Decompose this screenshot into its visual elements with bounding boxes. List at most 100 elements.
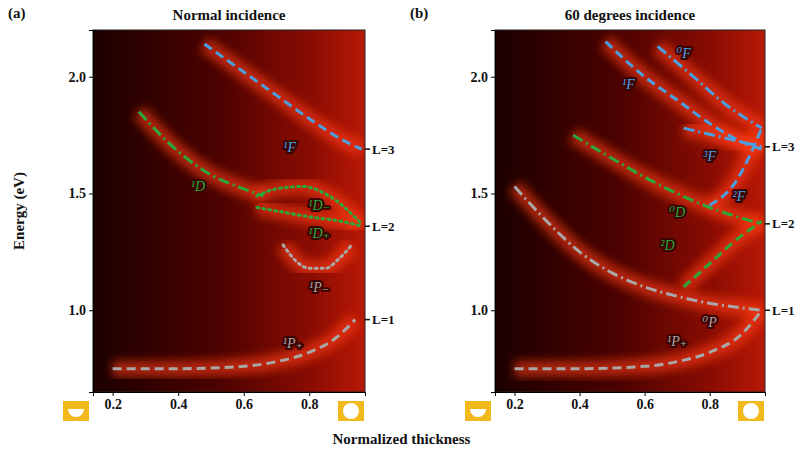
x-axis-title: Normalized thickness — [333, 431, 471, 447]
glow — [515, 310, 762, 368]
curve-label: ¹F — [622, 77, 635, 92]
tick-mark — [645, 392, 646, 396]
level-tick — [765, 146, 770, 148]
curve — [710, 128, 762, 205]
icon-shape — [68, 409, 84, 417]
icon-bg — [465, 401, 491, 421]
tick: 0.6 — [636, 392, 654, 412]
tick-label: 1.5 — [69, 186, 87, 201]
icon-shape — [343, 403, 359, 419]
tick-mark — [89, 193, 93, 194]
glow — [515, 186, 762, 310]
panel: 0.2 0.4 0.6 0.8 1.0 1.5 2.0 L=1 L=2 L=3 ⁰F ¹F ³F ²F ⁰D… — [410, 5, 795, 421]
level-label: L=3 — [772, 139, 795, 154]
curve-label: ¹D₊ — [308, 226, 330, 241]
tick: 0.2 — [104, 392, 122, 412]
curve-label: ¹D — [191, 179, 205, 194]
curve — [113, 320, 356, 369]
curve-label: ¹P₋ — [309, 280, 329, 295]
level-tick — [365, 225, 370, 227]
tick: 0.6 — [235, 392, 253, 412]
tick-label: 1.0 — [471, 303, 489, 318]
curve-label: ⁰D — [668, 205, 685, 220]
curve — [573, 135, 762, 224]
axis-line — [94, 393, 366, 397]
curve-label: ¹F — [283, 140, 296, 155]
tick: 0.8 — [301, 392, 319, 412]
frame — [93, 30, 365, 392]
icon-shape — [470, 409, 486, 417]
tick-label: 0.2 — [506, 397, 524, 412]
tick: 0.4 — [571, 392, 589, 412]
y-axis: 1.0 1.5 2.0 — [69, 31, 94, 393]
tick-label: 0.4 — [571, 397, 589, 412]
curve-label: ⁰P — [702, 315, 718, 330]
curve — [684, 222, 762, 287]
tick-label: 0.8 — [701, 397, 719, 412]
tick: 1.5 — [471, 186, 496, 201]
x-axis: 0.2 0.4 0.6 0.8 — [496, 392, 766, 412]
tick-mark — [491, 193, 495, 194]
tick: 1.0 — [69, 303, 94, 318]
tick: 1.0 — [471, 303, 496, 318]
tick-mark — [491, 77, 495, 78]
tick: 2.0 — [69, 70, 94, 85]
tick: 0.4 — [170, 392, 188, 412]
curve-label: ¹P₊ — [667, 334, 687, 349]
tick-mark — [178, 392, 179, 396]
glow — [606, 42, 762, 149]
tick-label: 2.0 — [69, 70, 87, 85]
y-axis-title: Energy (eV) — [11, 172, 28, 250]
tick-label: 0.6 — [235, 397, 253, 412]
level-label: L=1 — [372, 312, 395, 327]
tick-label: 0.2 — [104, 397, 122, 412]
curve — [658, 46, 762, 128]
tick-label: 0.6 — [636, 397, 654, 412]
panel-title: Normal incidence — [173, 7, 286, 23]
curve — [515, 186, 762, 310]
tick-mark — [710, 392, 711, 396]
curve — [515, 310, 762, 368]
level-label: L=2 — [772, 216, 795, 231]
shell-icon — [63, 401, 89, 421]
axis-line — [89, 31, 94, 393]
tick-mark — [244, 392, 245, 396]
glow — [113, 320, 356, 369]
sphere-icon — [338, 401, 364, 421]
glow — [283, 245, 352, 268]
level-tick — [765, 310, 770, 312]
tick: 0.2 — [506, 392, 524, 412]
tick-mark — [515, 392, 516, 396]
glow — [684, 222, 762, 287]
icon-bg — [63, 401, 89, 421]
curve — [283, 245, 352, 268]
tick-mark — [491, 310, 495, 311]
curve-label: ²F — [733, 189, 746, 204]
curve-label: ⁰F — [676, 46, 692, 61]
icon-bg — [338, 401, 364, 421]
tick: 2.0 — [471, 70, 496, 85]
tick: 1.5 — [69, 186, 94, 201]
tick-label: 1.0 — [69, 303, 87, 318]
tick-mark — [89, 77, 93, 78]
curve — [606, 42, 762, 149]
sphere-icon — [738, 401, 764, 421]
level-label: L=1 — [772, 303, 795, 318]
tick-mark — [89, 310, 93, 311]
panel: 0.20.40.60.81.01.52.0L=1L=2L=3¹F¹D¹D₋¹D₊… — [8, 5, 395, 421]
curve-label: ³F — [703, 149, 716, 164]
tick-label: 0.8 — [301, 397, 319, 412]
tick-mark — [580, 392, 581, 396]
plot-area — [93, 30, 365, 392]
figure: 0.2 0.4 0.6 0.8 1.0 1.5 2.0 L=1 L=2 L=3 ¹F ¹D ¹D₋ ¹D₊… — [0, 0, 803, 455]
level-label: L=3 — [372, 142, 395, 157]
icon-shape — [743, 403, 759, 419]
tick-mark — [309, 392, 310, 396]
tick: 0.8 — [701, 392, 719, 412]
curve-label: ²D — [660, 238, 674, 253]
level-tick — [765, 223, 770, 225]
level-tick — [365, 148, 370, 150]
tick-label: 1.5 — [471, 186, 489, 201]
curve-label: ¹D₋ — [308, 198, 330, 213]
icon-bg — [738, 401, 764, 421]
